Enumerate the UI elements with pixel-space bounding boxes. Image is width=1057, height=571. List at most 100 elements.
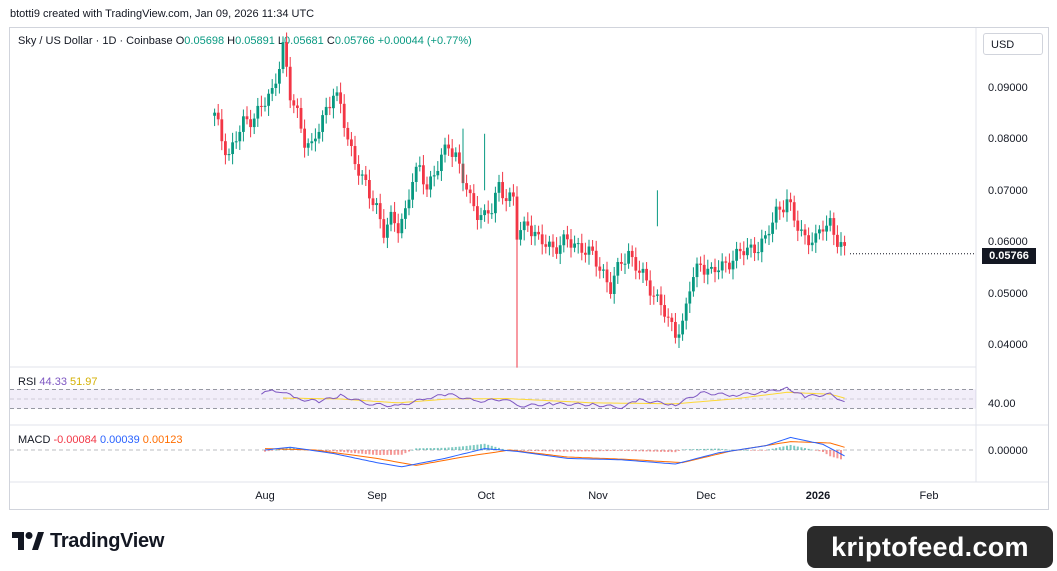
candle-body — [587, 246, 591, 255]
candle-body — [843, 242, 846, 246]
macd-histogram-bar — [778, 447, 781, 450]
macd-histogram-bar — [836, 450, 839, 459]
macd-histogram-bar — [613, 450, 616, 451]
macd-histogram-bar — [591, 450, 594, 452]
macd-histogram-bar — [480, 444, 482, 450]
macd-histogram-bar — [271, 450, 274, 451]
candle-body — [598, 266, 602, 271]
macd-histogram-bar — [706, 448, 709, 450]
candle-body — [724, 261, 728, 263]
candle-body — [274, 83, 278, 89]
macd-histogram-bar — [577, 450, 580, 452]
macd-histogram-bar — [350, 450, 353, 453]
candle-body — [720, 261, 724, 271]
candle-body — [321, 115, 324, 132]
macd-histogram-bar — [382, 450, 385, 455]
candle-body — [458, 152, 461, 164]
macd-histogram-bar — [364, 450, 367, 455]
candle-body — [627, 250, 630, 264]
macd-histogram-bar — [552, 450, 554, 452]
macd-histogram-bar — [393, 450, 396, 455]
candle-body — [465, 183, 468, 190]
macd-histogram-bar — [429, 448, 432, 450]
candle-body — [778, 206, 782, 210]
macd-histogram-bar — [368, 450, 371, 455]
candle-body — [407, 199, 411, 209]
candle-body — [584, 252, 587, 255]
candle-body — [494, 192, 497, 214]
tradingview-logo-icon — [12, 532, 44, 550]
candle-body — [526, 221, 530, 226]
candle-body — [350, 139, 353, 147]
rsi-ma-value: 51.97 — [70, 376, 98, 388]
candle-body — [663, 305, 666, 317]
candle-body — [648, 280, 652, 296]
candle-body — [620, 262, 623, 264]
candle-body — [278, 69, 281, 84]
candle-body — [270, 88, 274, 94]
candle-body — [717, 270, 720, 273]
macd-histogram-bar — [397, 450, 400, 455]
candle-body — [630, 250, 634, 258]
low-value: 0.05681 — [284, 35, 324, 47]
candle-body — [821, 229, 825, 232]
symbol-legend: Sky / US Dollar · 1D · Coinbase O0.05698… — [18, 35, 472, 47]
macd-label: MACD — [18, 434, 51, 446]
candle-body — [731, 260, 735, 270]
candle-body — [317, 131, 321, 139]
macd-histogram-bar — [717, 448, 720, 450]
macd-histogram-bar — [764, 450, 767, 451]
macd-histogram-bar — [699, 449, 702, 450]
price-tick-label: 0.07000 — [988, 185, 1028, 197]
candle-body — [422, 165, 425, 185]
macd-histogram-bar — [678, 450, 680, 451]
price-tick-label: 0.04000 — [988, 339, 1028, 351]
candle-body — [242, 116, 245, 132]
candle-body — [231, 142, 234, 155]
candle-body — [386, 224, 389, 238]
candle-body — [490, 213, 494, 215]
macd-histogram-bar — [775, 447, 778, 450]
candle-body — [760, 238, 764, 253]
candle-body — [479, 215, 483, 220]
candle-body — [389, 211, 393, 225]
macd-histogram-bar — [649, 450, 652, 452]
macd-histogram-bar — [753, 450, 756, 451]
candle-body — [263, 105, 267, 107]
candle-body — [256, 105, 260, 119]
currency-selector[interactable]: USD — [983, 33, 1043, 55]
price-tick-label: 0.09000 — [988, 82, 1028, 94]
candle-body — [245, 116, 249, 120]
tradingview-logo-text: TradingView — [50, 529, 165, 552]
candle-body — [652, 295, 656, 297]
candle-body — [393, 211, 396, 224]
macd-histogram-bar — [462, 446, 464, 450]
macd-histogram-bar — [494, 446, 497, 450]
candle-body — [753, 244, 756, 254]
candle-body — [508, 192, 512, 202]
candle-body — [681, 320, 684, 335]
rsi-label: RSI — [18, 376, 37, 388]
last-price-label: 0.05766 — [982, 248, 1036, 264]
macd-histogram-bar — [411, 449, 414, 451]
macd-histogram-bar — [519, 450, 522, 451]
macd-histogram-bar — [818, 450, 821, 452]
candle-body — [591, 246, 594, 251]
candle-body — [436, 171, 440, 176]
macd-histogram-bar — [807, 448, 810, 450]
candle-body — [634, 257, 638, 271]
tradingview-logo[interactable]: TradingView — [12, 530, 164, 552]
candle-body — [695, 263, 699, 278]
macd-histogram-bar — [469, 445, 472, 450]
macd-histogram-bar — [825, 450, 828, 455]
candle-body — [454, 152, 458, 157]
candle-body — [800, 229, 803, 231]
candle-body — [645, 268, 648, 281]
macd-histogram-bar — [832, 450, 835, 458]
macd-histogram-bar — [681, 449, 684, 451]
open-value: 0.05698 — [184, 35, 225, 47]
macd-histogram-bar — [652, 450, 655, 452]
macd-histogram-bar — [336, 450, 338, 452]
candle-body — [692, 277, 695, 292]
candle-body — [699, 263, 702, 265]
